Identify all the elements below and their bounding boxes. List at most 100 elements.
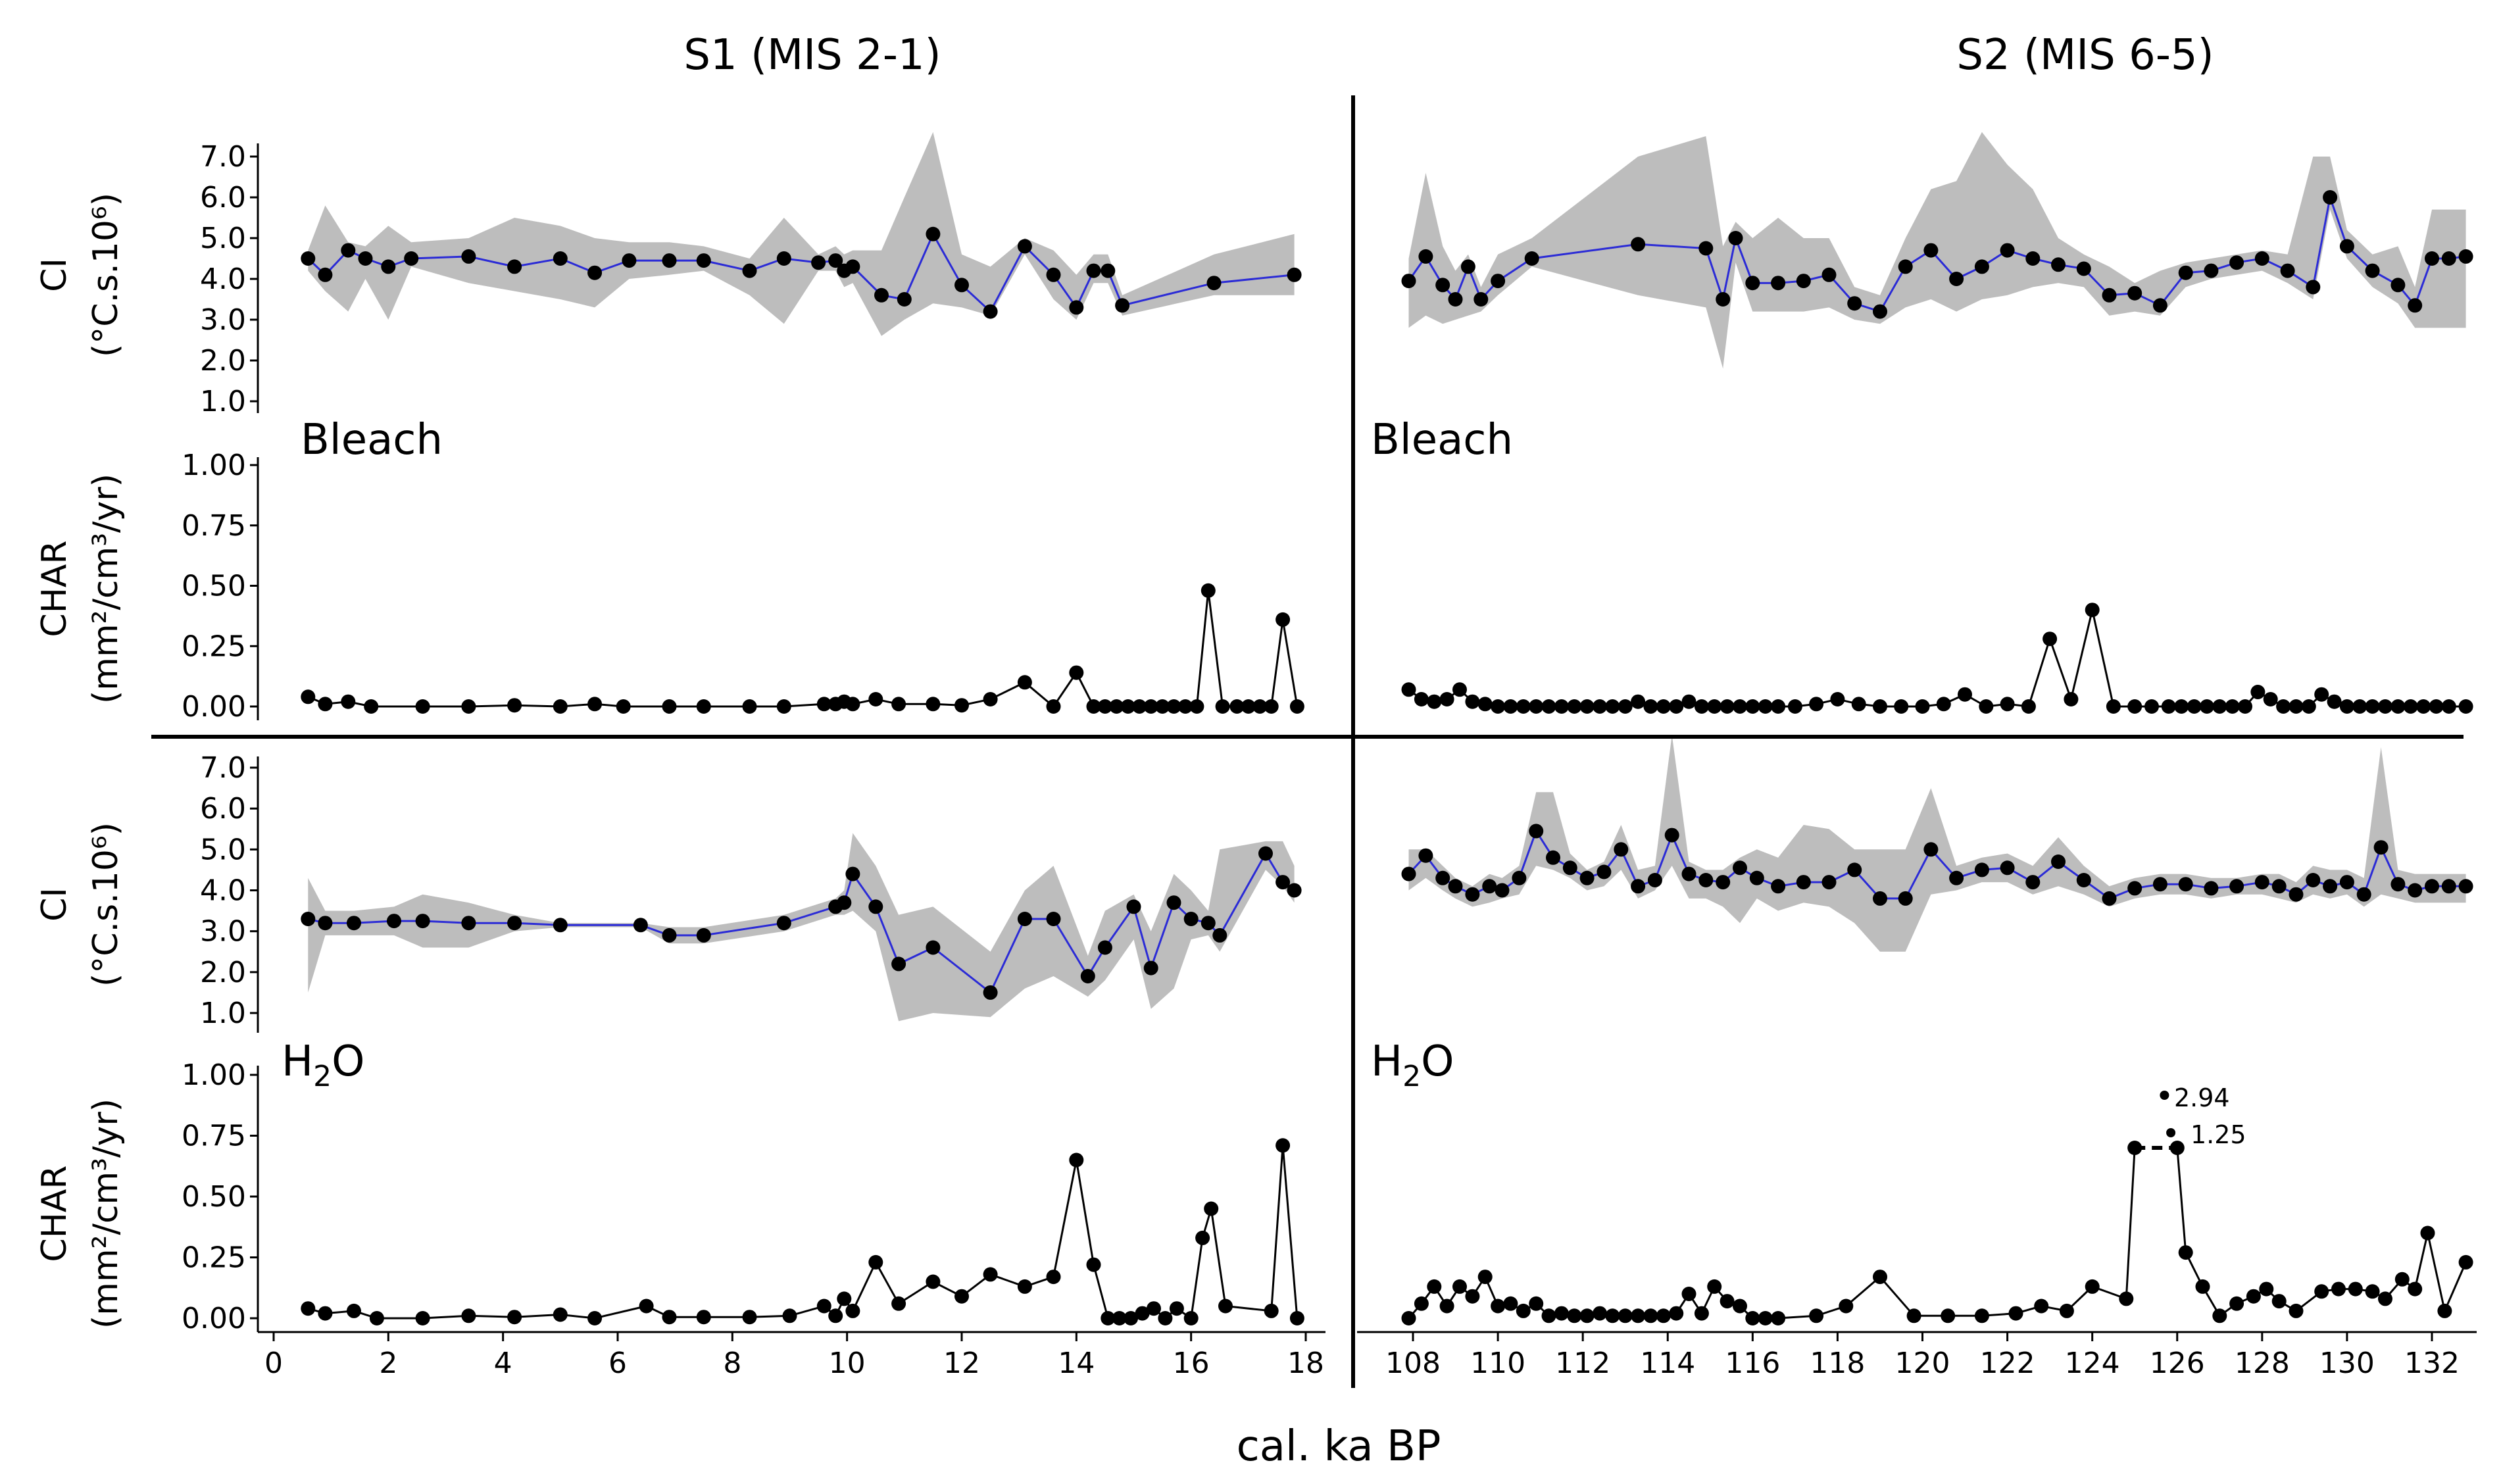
ci-h2o-s2-point-38 bbox=[2178, 877, 2193, 892]
ci-ylabel-top-line1: CI bbox=[35, 258, 74, 292]
char-h2o-s1-point-25 bbox=[1069, 1152, 1084, 1168]
char-h2o-s2-xtick-label-112: 112 bbox=[1555, 1347, 1610, 1380]
char-bleach-s2-point-66 bbox=[2390, 699, 2406, 714]
ci-bleach-s2-point-2 bbox=[1435, 278, 1450, 293]
char-bleach-s2-point-71 bbox=[2458, 699, 2473, 714]
char-h2o-s2-point-38 bbox=[2059, 1303, 2074, 1318]
h2o-o: O bbox=[332, 1037, 364, 1086]
char-h2o-s2-point-57 bbox=[2408, 1281, 2423, 1297]
ci-bleach-s1-point-1 bbox=[318, 267, 333, 282]
char-bleach-s1-point-27 bbox=[1097, 699, 1112, 714]
ci-bleach-s2-point-22 bbox=[2000, 243, 2015, 258]
char-h2o-s2-point-16 bbox=[1605, 1308, 1620, 1323]
char-bleach-s1-point-40 bbox=[1252, 699, 1268, 714]
ci-h2o-s2-point-33 bbox=[2051, 854, 2066, 869]
char-bleach-s2-point-35 bbox=[1894, 699, 1909, 714]
char-bleach-s2-point-5 bbox=[1465, 694, 1480, 709]
ci-bleach-s2-point-23 bbox=[2025, 251, 2041, 266]
char-bleach-s2-point-2 bbox=[1427, 694, 1442, 709]
char-h2o-s2-xtick-label-118: 118 bbox=[1810, 1347, 1865, 1380]
ci-h2o-s2-point-12 bbox=[1597, 864, 1612, 879]
ci-h2o-s1-point-14 bbox=[845, 866, 860, 881]
char-bleach-s1-line bbox=[307, 590, 1299, 708]
ci-h2o-s2-point-15 bbox=[1647, 873, 1662, 887]
s2-title: S2 (MIS 6-5) bbox=[1956, 31, 2214, 80]
ci-h2o-s2-point-27 bbox=[1898, 891, 1913, 906]
chart-char-bleach-s1: 0.00 0.25 0.50 0.75 1.00 bbox=[182, 449, 1304, 724]
ci-bleach-s2-point-16 bbox=[1847, 296, 1862, 311]
ci-h2o-s1-point-19 bbox=[1017, 912, 1032, 926]
ci-h2o-s1-point-17 bbox=[926, 940, 941, 955]
ci-bleach-s1-point-18 bbox=[845, 259, 860, 274]
ci-h2o-s2-point-26 bbox=[1873, 891, 1887, 906]
char-h2o-s2-point-7 bbox=[1491, 1298, 1506, 1314]
char-h2o-s2-point-12 bbox=[1554, 1306, 1569, 1321]
char-h2o-s2-point-5 bbox=[1465, 1289, 1480, 1304]
ci-bleach-s2-point-8 bbox=[1631, 237, 1646, 252]
char-h2o-s1-ytick-label-0: 0.00 bbox=[182, 1302, 246, 1335]
char-h2o-s2-point-31 bbox=[1839, 1298, 1854, 1314]
ci-h2o-s1-point-26 bbox=[1183, 912, 1199, 926]
char-h2o-s2-point-51 bbox=[2314, 1284, 2329, 1299]
char-h2o-s1-xtick-label-14: 14 bbox=[1058, 1347, 1095, 1380]
char-h2o-s1-xtick-label-6: 6 bbox=[608, 1347, 627, 1380]
char-ylabel-top-line2: (mm²/cm³/yr) bbox=[86, 474, 126, 704]
ci-bleach-s1-ytick-label-5: 5.0 bbox=[200, 222, 246, 255]
ci-h2o-s2-point-23 bbox=[1796, 875, 1811, 890]
ci-h2o-s2-point-18 bbox=[1698, 873, 1714, 887]
char-bleach-s2-point-62 bbox=[2339, 699, 2354, 714]
char-bleach-s1-point-7 bbox=[553, 699, 568, 714]
ci-bleach-s2-point-25 bbox=[2076, 261, 2091, 276]
char-h2o-s1-point-1 bbox=[318, 1306, 333, 1321]
char-h2o-s2-point-54 bbox=[2365, 1284, 2380, 1299]
char-h2o-s1-xtick-label-8: 8 bbox=[723, 1347, 741, 1380]
ci-bleach-s1-ytick-label-4: 4.0 bbox=[200, 262, 246, 296]
char-bleach-s2-point-20 bbox=[1656, 699, 1671, 714]
s1-title: S1 (MIS 2-1) bbox=[683, 31, 941, 80]
ci-bleach-s1-point-24 bbox=[1017, 239, 1032, 254]
ci-bleach-s2-point-35 bbox=[2323, 190, 2338, 205]
char-bleach-s1-point-12 bbox=[742, 699, 757, 714]
char-h2o-s2-point-27 bbox=[1745, 1311, 1760, 1325]
ci-bleach-s1-point-4 bbox=[381, 259, 396, 274]
char-h2o-s2-point-60 bbox=[2458, 1254, 2473, 1270]
char-h2o-s2-outlier-1 bbox=[2166, 1128, 2176, 1137]
ci-bleach-s1-ribbon bbox=[308, 132, 1295, 336]
ci-h2o-s1-point-3 bbox=[387, 914, 401, 929]
ci-bleach-s2-point-18 bbox=[1898, 259, 1913, 274]
char-h2o-s2-point-18 bbox=[1631, 1308, 1646, 1323]
ci-bleach-s1-point-20 bbox=[897, 292, 912, 307]
char-bleach-s2-point-4 bbox=[1452, 682, 1467, 697]
ci-bleach-s2-point-0 bbox=[1401, 274, 1416, 289]
h2o-h: H bbox=[282, 1037, 313, 1086]
ci-bleach-s1-point-2 bbox=[341, 243, 356, 258]
ci-h2o-s2-point-4 bbox=[1465, 887, 1480, 902]
char-bleach-s2-point-53 bbox=[2225, 699, 2240, 714]
char-h2o-s1-point-4 bbox=[415, 1311, 430, 1325]
ci-h2o-s2-point-10 bbox=[1562, 860, 1577, 876]
ci-h2o-s2-point-31 bbox=[2000, 860, 2015, 876]
char-bleach-s1-point-2 bbox=[341, 694, 356, 709]
chart-char-bleach-s2 bbox=[1401, 603, 2473, 714]
ci-bleach-s2-point-10 bbox=[1716, 292, 1731, 307]
ci-h2o-s1-ytick-label-6: 6.0 bbox=[200, 792, 246, 826]
bleach-label-s1: Bleach bbox=[301, 416, 443, 464]
ci-bleach-s2-point-12 bbox=[1745, 276, 1760, 291]
ci-bleach-s2-point-20 bbox=[1949, 272, 1964, 286]
char-h2o-s2-xtick-label-116: 116 bbox=[1725, 1347, 1780, 1380]
char-bleach-s2-point-47 bbox=[2144, 699, 2159, 714]
ci-bleach-s1-point-31 bbox=[1287, 267, 1302, 282]
char-bleach-s2-point-27 bbox=[1745, 699, 1760, 714]
char-h2o-s1-xtick-label-0: 0 bbox=[264, 1347, 283, 1380]
char-h2o-s2-point-58 bbox=[2420, 1225, 2435, 1241]
ci-h2o-s1-point-24 bbox=[1143, 960, 1158, 976]
char-h2o-s1-point-22 bbox=[983, 1267, 998, 1282]
ci-h2o-s2-point-46 bbox=[2339, 875, 2354, 890]
ci-bleach-s1-point-19 bbox=[874, 287, 889, 303]
ci-bleach-s2-point-39 bbox=[2408, 298, 2423, 313]
char-h2o-s2-point-25 bbox=[1720, 1294, 1735, 1309]
char-bleach-s1-point-10 bbox=[662, 699, 677, 714]
char-h2o-s2-point-14 bbox=[1579, 1308, 1595, 1323]
char-h2o-s2-point-2 bbox=[1427, 1279, 1442, 1294]
bleach-label-s2: Bleach bbox=[1371, 416, 1513, 464]
